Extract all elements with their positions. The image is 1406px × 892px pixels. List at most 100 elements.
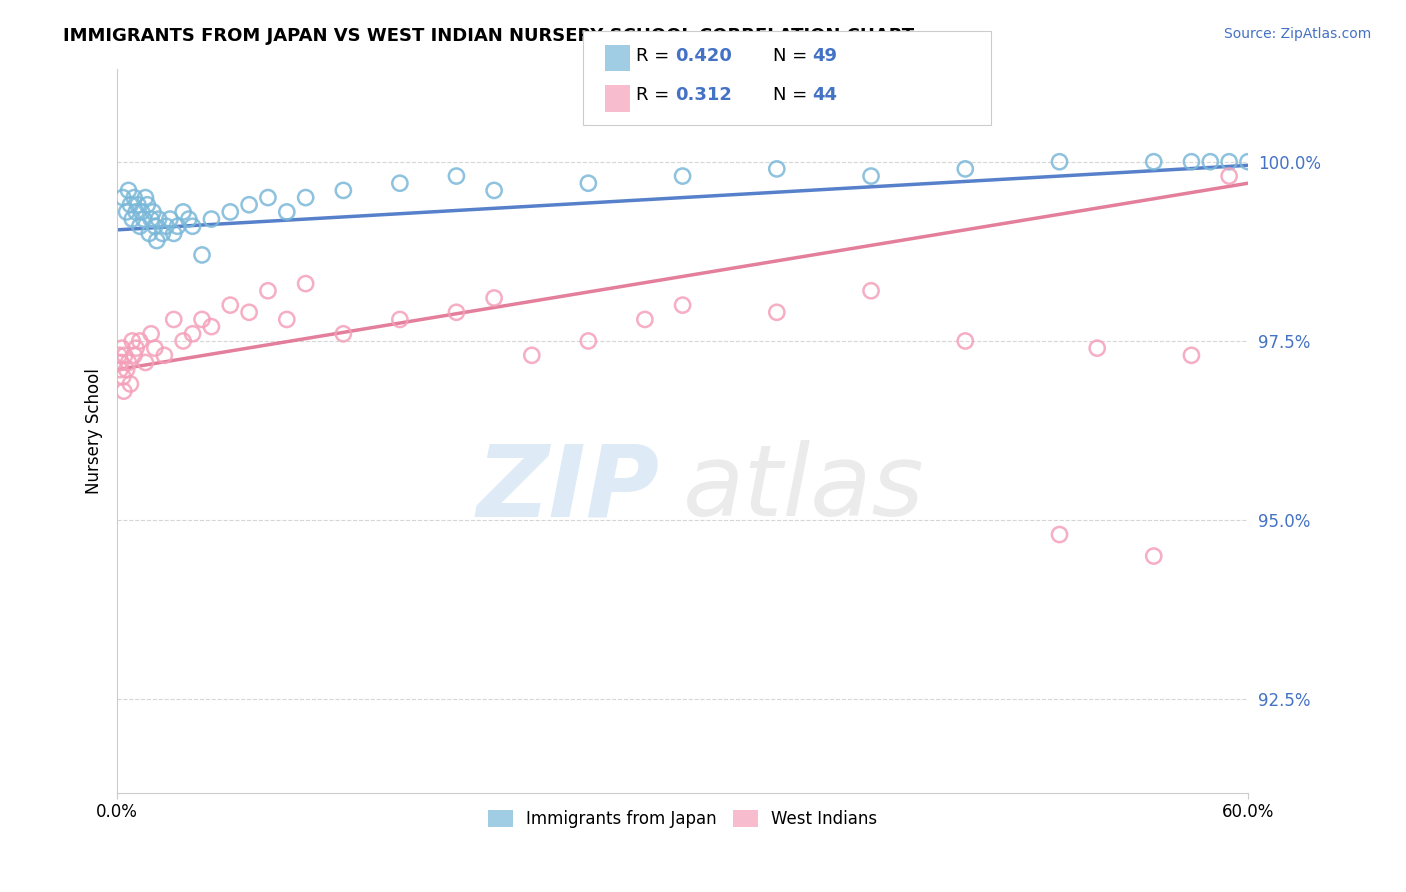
Text: atlas: atlas: [682, 440, 924, 537]
Point: [112, 384, 135, 399]
Point: [145, 234, 167, 248]
Point: [955, 334, 977, 348]
Point: [766, 305, 789, 319]
Point: [520, 348, 543, 362]
Point: [131, 205, 153, 219]
Point: [117, 355, 139, 369]
Point: [128, 334, 150, 348]
Point: [860, 284, 883, 298]
Text: 0.312: 0.312: [675, 87, 731, 104]
Point: [576, 176, 599, 190]
Point: [191, 248, 214, 262]
Point: [111, 190, 134, 204]
Point: [111, 341, 134, 355]
Point: [134, 355, 156, 369]
Point: [1237, 154, 1260, 169]
Point: [446, 305, 468, 319]
Point: [1143, 154, 1166, 169]
Point: [143, 219, 166, 234]
Point: [125, 341, 148, 355]
Point: [108, 348, 131, 362]
Point: [294, 190, 316, 204]
Point: [671, 298, 693, 312]
Point: [1218, 169, 1240, 183]
Point: [153, 348, 176, 362]
Point: [121, 212, 143, 227]
Point: [257, 284, 280, 298]
Point: [122, 348, 145, 362]
Point: [181, 219, 204, 234]
Point: [238, 198, 260, 212]
Point: [332, 326, 354, 341]
Point: [163, 312, 186, 326]
Point: [108, 362, 131, 376]
Text: 0.420: 0.420: [675, 47, 731, 65]
Point: [136, 198, 159, 212]
Point: [111, 369, 134, 384]
Point: [1218, 154, 1240, 169]
Point: [276, 312, 298, 326]
Point: [276, 205, 298, 219]
Point: [139, 212, 162, 227]
Point: [955, 161, 977, 176]
Point: [219, 298, 242, 312]
Point: [482, 291, 505, 305]
Point: [200, 319, 222, 334]
Point: [1049, 527, 1071, 541]
Point: [115, 205, 138, 219]
Point: [127, 198, 149, 212]
Text: N =: N =: [773, 47, 813, 65]
Point: [766, 161, 789, 176]
Text: ZIP: ZIP: [477, 440, 659, 537]
Text: Source: ZipAtlas.com: Source: ZipAtlas.com: [1223, 27, 1371, 41]
Point: [128, 219, 150, 234]
Point: [122, 190, 145, 204]
Text: 49: 49: [813, 47, 838, 65]
Point: [142, 205, 165, 219]
Point: [860, 169, 883, 183]
Point: [143, 341, 166, 355]
Point: [446, 169, 468, 183]
Point: [120, 198, 142, 212]
Point: [163, 227, 186, 241]
Point: [332, 183, 354, 197]
Point: [110, 355, 132, 369]
Point: [115, 362, 138, 376]
Point: [191, 312, 214, 326]
Point: [482, 183, 505, 197]
Point: [219, 205, 242, 219]
Point: [117, 183, 139, 197]
Point: [134, 190, 156, 204]
Point: [172, 205, 194, 219]
Point: [388, 312, 411, 326]
Point: [1180, 154, 1202, 169]
Y-axis label: Nursery School: Nursery School: [86, 368, 103, 493]
Point: [114, 348, 136, 362]
Point: [1180, 348, 1202, 362]
Point: [148, 212, 170, 227]
Point: [1049, 154, 1071, 169]
Point: [1199, 154, 1222, 169]
Text: R =: R =: [636, 87, 681, 104]
Text: R =: R =: [636, 47, 675, 65]
Point: [388, 176, 411, 190]
Point: [294, 277, 316, 291]
Point: [125, 205, 148, 219]
Point: [120, 376, 142, 391]
Point: [181, 326, 204, 341]
Point: [159, 212, 181, 227]
Text: IMMIGRANTS FROM JAPAN VS WEST INDIAN NURSERY SCHOOL CORRELATION CHART: IMMIGRANTS FROM JAPAN VS WEST INDIAN NUR…: [63, 27, 914, 45]
Point: [139, 326, 162, 341]
Legend: Immigrants from Japan, West Indians: Immigrants from Japan, West Indians: [481, 804, 884, 835]
Point: [132, 212, 155, 227]
Point: [1085, 341, 1108, 355]
Point: [155, 219, 177, 234]
Point: [138, 227, 160, 241]
Point: [238, 305, 260, 319]
Point: [634, 312, 657, 326]
Point: [257, 190, 280, 204]
Point: [152, 227, 174, 241]
Point: [200, 212, 222, 227]
Point: [576, 334, 599, 348]
Point: [177, 212, 200, 227]
